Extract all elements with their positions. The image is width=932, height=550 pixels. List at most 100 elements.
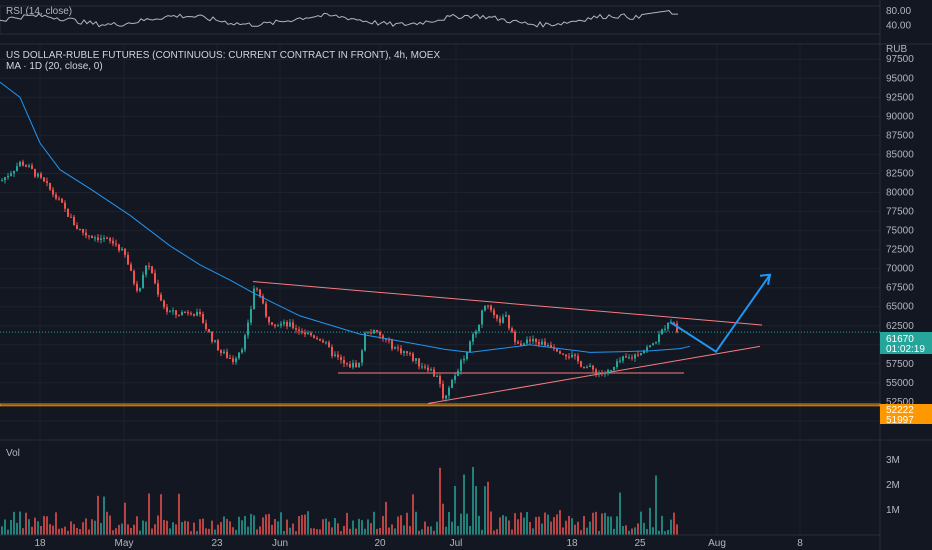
- volume-bar: [595, 511, 597, 535]
- candle-body: [100, 238, 102, 241]
- candle-body: [367, 332, 369, 334]
- candle-body: [271, 322, 273, 325]
- volume-bar: [529, 522, 531, 535]
- candle-body: [502, 316, 504, 323]
- candle-body: [67, 208, 69, 217]
- price-tick-label: 92500: [886, 92, 914, 103]
- volume-bar: [109, 515, 111, 535]
- candle-body: [199, 311, 201, 315]
- candle-body: [601, 372, 603, 375]
- volume-bar: [562, 527, 564, 535]
- candle-body: [343, 360, 345, 364]
- candle-body: [61, 198, 63, 203]
- candle-body: [505, 315, 507, 317]
- ma-line: [0, 81, 691, 353]
- candle-body: [349, 363, 351, 368]
- volume-bar: [508, 520, 510, 535]
- candles: [1, 159, 678, 402]
- volume-bar: [124, 502, 126, 535]
- vol-pane: Vol: [1, 448, 678, 535]
- candle-body: [529, 339, 531, 342]
- volume-bar: [568, 515, 570, 535]
- candle-body: [481, 310, 483, 325]
- candle-body: [649, 345, 651, 348]
- volume-bar: [592, 512, 594, 535]
- candle-body: [235, 358, 237, 362]
- candle-body: [547, 345, 549, 347]
- candle-body: [178, 314, 180, 316]
- volume-bar: [175, 524, 177, 535]
- candle-body: [607, 370, 609, 374]
- time-tick-label: 20: [374, 538, 386, 549]
- candle-body: [70, 216, 72, 218]
- candle-body: [472, 334, 474, 342]
- candle-body: [217, 340, 219, 351]
- candle-body: [292, 322, 294, 329]
- volume-bar: [532, 528, 534, 535]
- volume-bar: [430, 526, 432, 535]
- volume-bar: [184, 520, 186, 535]
- candle-body: [655, 342, 657, 344]
- volume-bar: [52, 525, 54, 535]
- volume-bar: [520, 512, 522, 535]
- volume-bar: [538, 516, 540, 535]
- candle-body: [337, 354, 339, 358]
- candle-body: [205, 323, 207, 330]
- volume-bar: [658, 530, 660, 535]
- candle-body: [148, 265, 150, 267]
- volume-bar: [76, 527, 78, 535]
- candle-body: [355, 362, 357, 368]
- volume-bar: [19, 511, 21, 535]
- volume-bar: [55, 512, 57, 535]
- candle-body: [73, 216, 75, 226]
- volume-bar: [145, 521, 147, 535]
- candle-body: [79, 228, 81, 230]
- volume-bar: [355, 528, 357, 535]
- candle-body: [247, 322, 249, 336]
- candle-body: [244, 335, 246, 350]
- price-tick-label: 65000: [886, 302, 914, 313]
- candle-body: [487, 305, 489, 307]
- candle-body: [352, 362, 354, 368]
- volume-bar: [250, 513, 252, 535]
- volume-bar: [619, 492, 621, 535]
- volume-bar: [280, 512, 282, 535]
- candle-body: [22, 161, 24, 166]
- volume-bar: [316, 529, 318, 535]
- volume-bar: [169, 528, 171, 535]
- candle-body: [91, 236, 93, 239]
- candle-body: [28, 165, 30, 167]
- volume-bar: [232, 527, 234, 535]
- volume-bar: [271, 524, 273, 535]
- volume-bar: [154, 524, 156, 535]
- candle-body: [637, 354, 639, 356]
- candle-body: [358, 362, 360, 368]
- volume-bar: [193, 522, 195, 535]
- candle-body: [667, 322, 669, 329]
- candle-body: [631, 357, 633, 359]
- volume-bar: [25, 512, 27, 535]
- volume-bar: [424, 521, 426, 535]
- candle-body: [439, 375, 441, 384]
- volume-bar: [544, 512, 546, 535]
- volume-bar: [547, 514, 549, 535]
- volume-bar: [142, 520, 144, 535]
- volume-bar: [637, 523, 639, 535]
- volume-bar: [439, 467, 441, 535]
- volume-bar: [349, 528, 351, 535]
- volume-bar: [382, 515, 384, 535]
- volume-bar: [331, 527, 333, 535]
- volume-bar: [136, 516, 138, 535]
- candle-body: [442, 383, 444, 399]
- candle-body: [346, 363, 348, 365]
- candle-body: [7, 175, 9, 178]
- candle-body: [376, 330, 378, 332]
- candle-body: [301, 331, 303, 333]
- candle-body: [157, 283, 159, 295]
- candle-body: [427, 367, 429, 371]
- volume-bar: [559, 510, 561, 535]
- candle-body: [646, 347, 648, 351]
- candle-body: [574, 354, 576, 356]
- volume-bar: [580, 530, 582, 535]
- volume-bar: [601, 513, 603, 535]
